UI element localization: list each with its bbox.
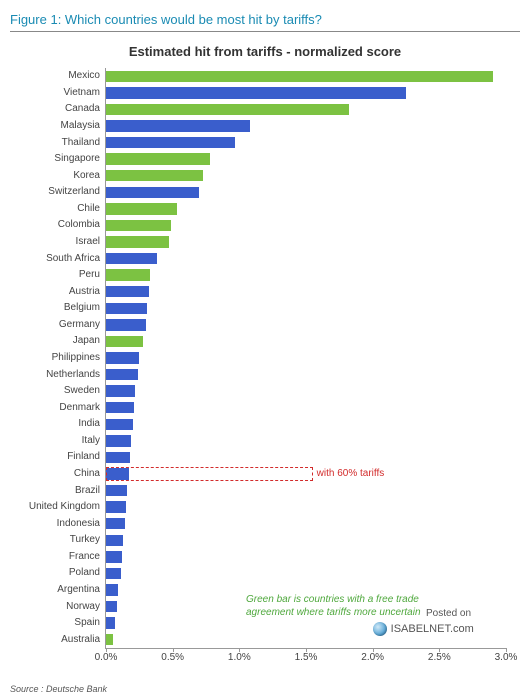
bar (106, 352, 139, 364)
x-tick-label: 1.0% (228, 652, 251, 663)
bar (106, 385, 135, 397)
annotation-text: with 60% tariffs (317, 468, 385, 479)
bar (106, 402, 134, 414)
chart-note-line1: Green bar is countries with a free trade (246, 593, 421, 606)
bar (106, 601, 117, 613)
bar (106, 551, 122, 563)
bar (106, 286, 149, 298)
category-label: Poland (0, 567, 100, 578)
category-label: Austria (0, 286, 100, 297)
bar (106, 419, 133, 431)
figure-title: Figure 1: Which countries would be most … (10, 12, 322, 27)
bar (106, 137, 235, 149)
category-label: France (0, 551, 100, 562)
category-label: Thailand (0, 137, 100, 148)
category-label: Argentina (0, 584, 100, 595)
figure-header: Figure 1: Which countries would be most … (10, 12, 520, 32)
bar (106, 253, 157, 265)
bar (106, 485, 127, 497)
category-label: Brazil (0, 485, 100, 496)
chart-title: Estimated hit from tariffs - normalized … (0, 44, 530, 59)
bar (106, 104, 349, 116)
category-label: Peru (0, 269, 100, 280)
chart-plot-area: with 60% tariffs0.0%0.5%1.0%1.5%2.0%2.5%… (105, 68, 506, 649)
bar (106, 518, 125, 530)
bar (106, 501, 126, 513)
category-label: Singapore (0, 153, 100, 164)
x-tick-label: 0.0% (95, 652, 118, 663)
bar (106, 71, 493, 83)
category-label: Australia (0, 634, 100, 645)
bar (106, 187, 199, 199)
category-label: United Kingdom (0, 501, 100, 512)
category-label: Mexico (0, 70, 100, 81)
category-label: Vietnam (0, 87, 100, 98)
chart-note-line2: agreement where tariffs more uncertain (246, 606, 421, 619)
globe-icon (373, 622, 387, 636)
x-tick-label: 3.0% (495, 652, 518, 663)
category-label: Netherlands (0, 369, 100, 380)
category-label: Italy (0, 435, 100, 446)
posted-on-label: Posted on (426, 608, 471, 619)
category-label: Germany (0, 319, 100, 330)
category-label: Indonesia (0, 518, 100, 529)
bar (106, 220, 171, 232)
x-tick-label: 2.0% (361, 652, 384, 663)
category-label: China (0, 468, 100, 479)
bar (106, 203, 177, 215)
x-tick-label: 0.5% (161, 652, 184, 663)
category-label: Finland (0, 451, 100, 462)
category-label: Belgium (0, 302, 100, 313)
category-label: Canada (0, 103, 100, 114)
x-tick-label: 2.5% (428, 652, 451, 663)
bar (106, 468, 129, 480)
category-label: Israel (0, 236, 100, 247)
category-label: Korea (0, 170, 100, 181)
bar (106, 535, 123, 547)
category-label: Norway (0, 601, 100, 612)
bar (106, 617, 115, 629)
category-label: South Africa (0, 253, 100, 264)
bar (106, 336, 143, 348)
x-tick-label: 1.5% (295, 652, 318, 663)
bar (106, 568, 121, 580)
bar (106, 369, 138, 381)
category-label: Japan (0, 335, 100, 346)
category-label: Malaysia (0, 120, 100, 131)
bar (106, 634, 113, 646)
category-label: Chile (0, 203, 100, 214)
category-label: Philippines (0, 352, 100, 363)
category-label: Switzerland (0, 186, 100, 197)
bar (106, 303, 147, 315)
source-text: Source : Deutsche Bank (10, 684, 107, 694)
bar (106, 170, 203, 182)
category-label: Sweden (0, 385, 100, 396)
chart-note: Green bar is countries with a free trade… (246, 593, 421, 619)
bar (106, 584, 118, 596)
bar (106, 435, 131, 447)
annotation-box (106, 467, 313, 481)
bar (106, 236, 169, 248)
bar (106, 120, 250, 132)
bar (106, 153, 210, 165)
category-label: Turkey (0, 534, 100, 545)
figure-container: Figure 1: Which countries would be most … (0, 0, 530, 700)
bar (106, 319, 146, 331)
category-label: India (0, 418, 100, 429)
category-label: Colombia (0, 219, 100, 230)
bar (106, 269, 150, 281)
brand-text: ISABELNET.com (391, 623, 474, 635)
brand: ISABELNET.com (373, 622, 474, 636)
bar (106, 452, 130, 464)
category-label: Spain (0, 617, 100, 628)
bar (106, 87, 406, 99)
category-label: Denmark (0, 402, 100, 413)
